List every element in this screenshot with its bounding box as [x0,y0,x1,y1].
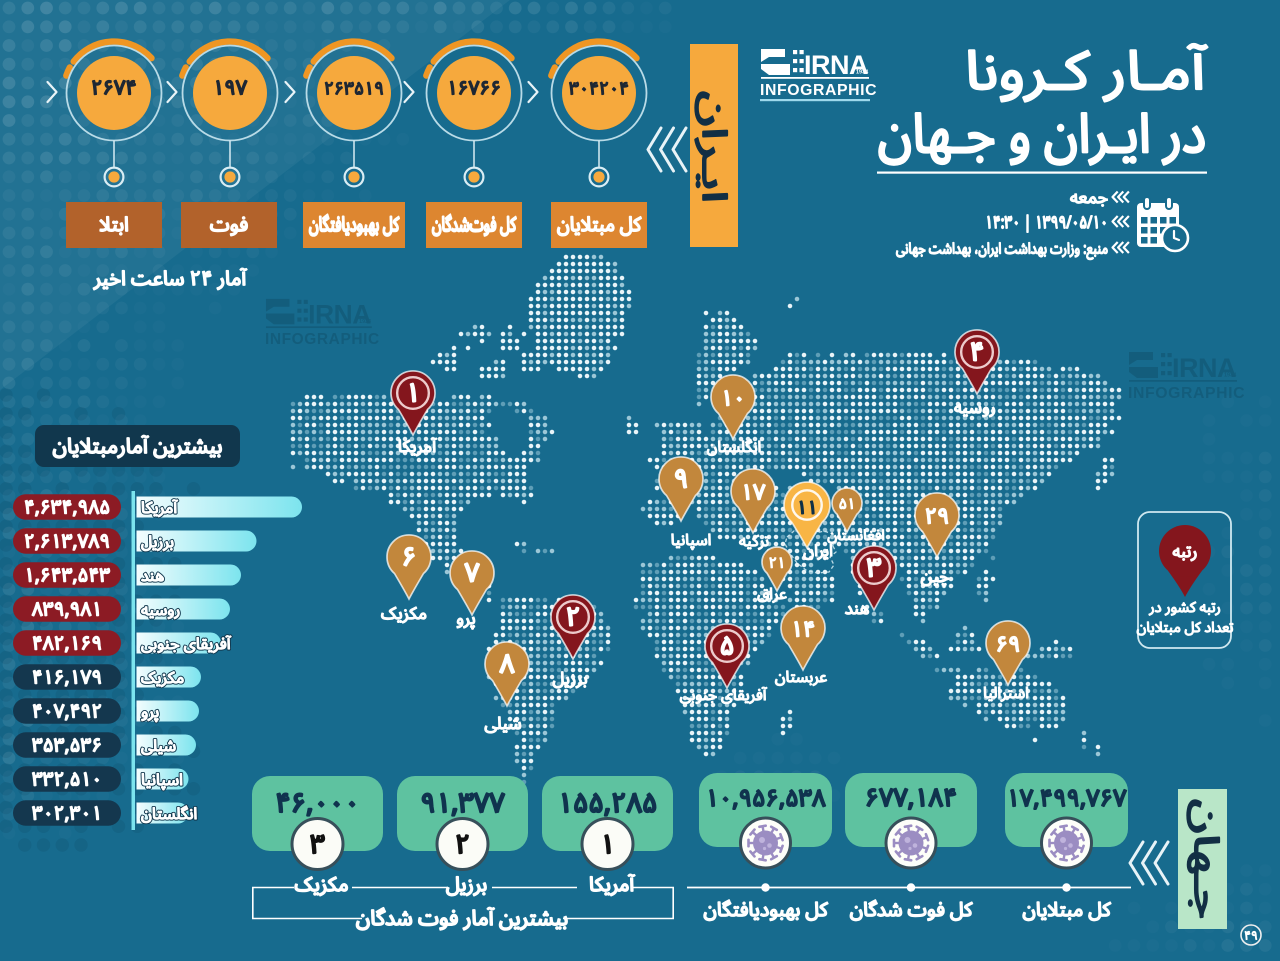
svg-text:INFOGRAPHIC: INFOGRAPHIC [1128,385,1245,402]
svg-text:1934: 1934 [1224,373,1237,379]
svg-text:INFOGRAPHIC: INFOGRAPHIC [760,82,877,99]
svg-text:IRNA: IRNA [1172,353,1236,383]
svg-text:1934: 1934 [359,319,371,325]
svg-text:IRNA: IRNA [308,299,371,329]
svg-text:INFOGRAPHIC: INFOGRAPHIC [265,331,380,348]
svg-text:1934: 1934 [856,70,869,76]
svg-text:IRNA: IRNA [804,50,868,80]
